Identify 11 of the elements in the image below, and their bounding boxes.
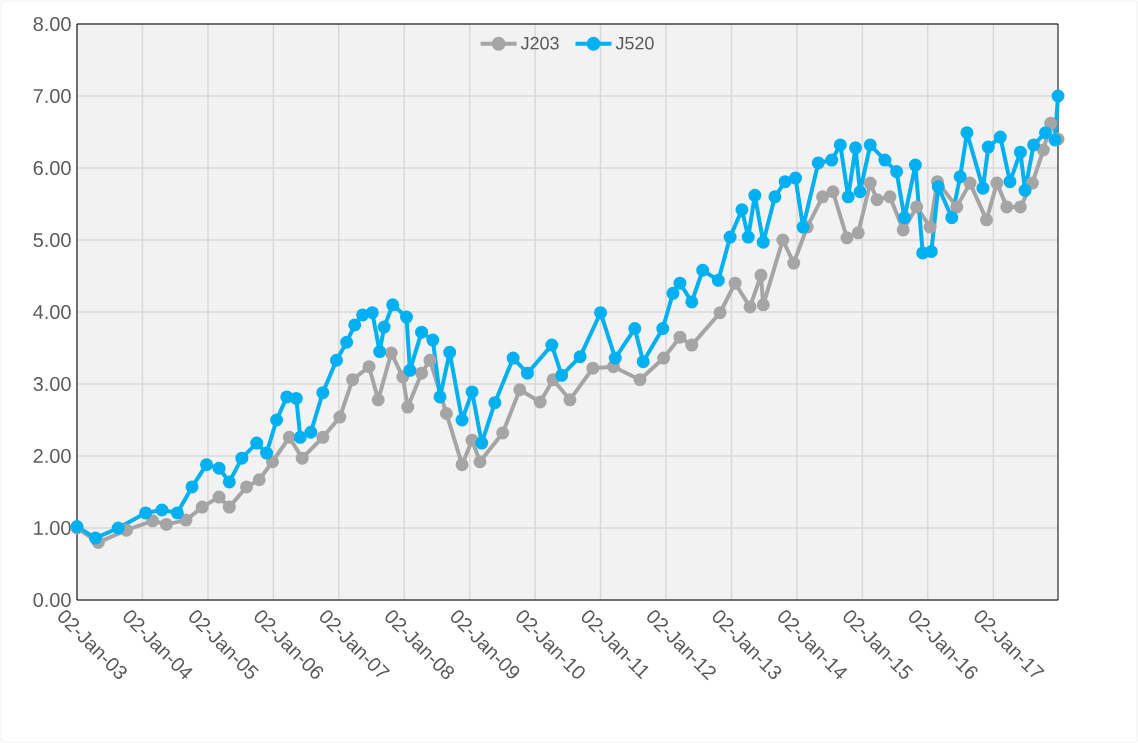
y-tick-label: 0.00 [33,592,71,608]
y-tick-label: 1.00 [34,520,71,536]
y-tick-label: 8.00 [33,16,71,32]
y-tick-label: 7.00 [33,88,71,104]
y-tick-label: 4.00 [33,304,71,320]
y-tick-label: 3.00 [33,376,71,392]
legend-label: J520 [615,36,654,50]
legend-label: J203 [520,36,559,50]
y-tick-label: 6.00 [33,160,71,176]
y-tick-label: 5.00 [33,232,71,248]
y-tick-label: 2.00 [33,448,71,464]
